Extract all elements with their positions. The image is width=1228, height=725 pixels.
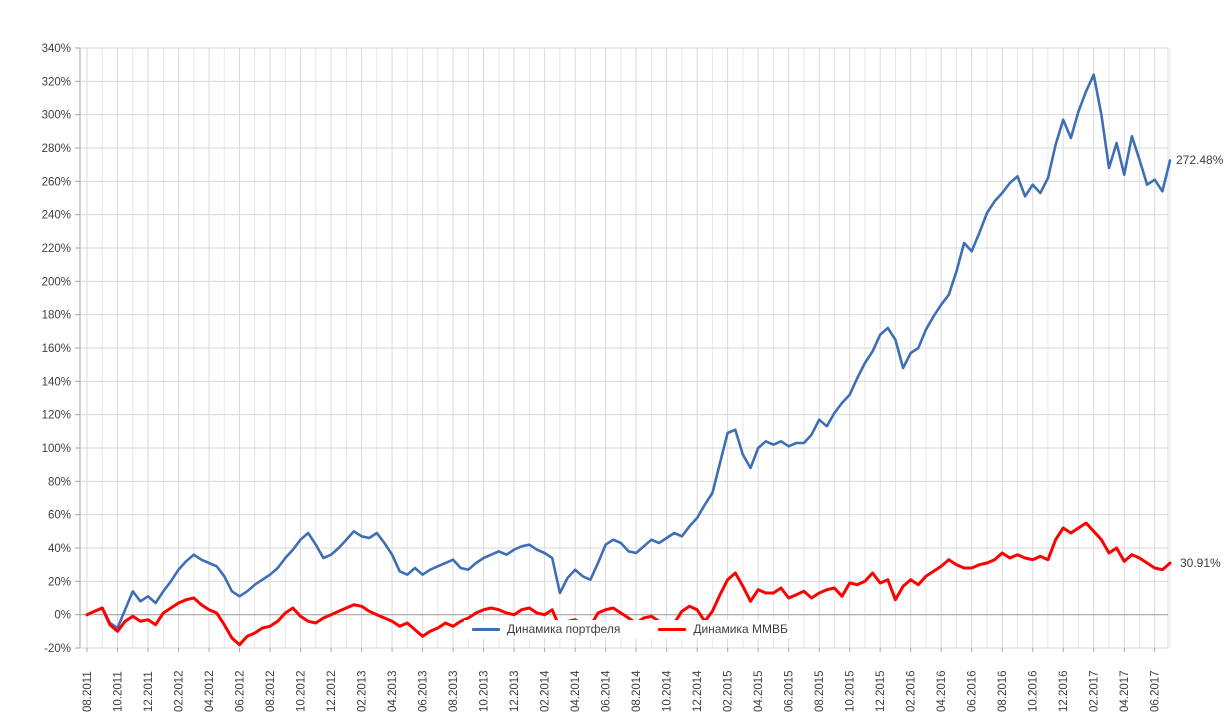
index-line-swatch [658,627,687,631]
x-tick-label: 04.2015 [753,670,765,712]
x-tick-label: 08.2012 [265,670,277,712]
y-tick-label: 320% [42,76,71,88]
x-tick-label: 06.2012 [235,670,247,712]
legend-item-index[interactable]: Динамика ММВБ [658,622,788,636]
legend-label-portfolio: Динамика портфеля [507,622,621,636]
x-tick-label: 02.2015 [723,670,735,712]
y-tick-label: 300% [42,110,71,122]
x-tick-label: 04.2012 [204,670,216,712]
y-tick-label: 280% [42,143,71,155]
y-tick-label: 140% [42,376,71,388]
portfolio-line-swatch [472,627,500,631]
x-tick-label: 02.2016 [906,670,918,712]
portfolio-end-value: 272.48% [1176,152,1224,167]
axes [75,47,1156,652]
index-series-line [85,521,1172,647]
y-tick-label: 100% [42,443,71,455]
y-tick-label: 120% [42,410,71,422]
x-tick-label: 04.2014 [570,670,582,712]
x-tick-label: 12.2011 [143,671,155,712]
x-tick-label: 10.2014 [662,670,674,712]
x-tick-label: 06.2017 [1150,670,1162,712]
y-tick-label: 60% [48,510,71,522]
legend-label-index: Динамика ММВБ [693,622,788,636]
x-tick-label: 10.2016 [1028,670,1040,712]
y-tick-label: 80% [48,476,71,488]
x-tick-label: 08.2013 [448,670,460,712]
x-tick-label: 08.2011 [82,671,94,712]
y-tick-label: 180% [42,310,71,322]
y-tick-label: 260% [42,176,71,188]
gridlines [80,47,1171,649]
x-tick-label: 12.2012 [326,670,338,712]
y-tick-label: 20% [48,576,71,588]
x-tick-label: 10.2013 [479,670,491,712]
axis-labels: 340% 320% 300% 280% 260% 240% 220% 200% 180% 160%… [42,43,1162,712]
x-tick-label: 02.2014 [540,670,552,712]
portfolio-series-line [85,73,1172,630]
y-tick-label: 200% [42,276,71,288]
x-tick-label: 06.2013 [418,670,430,712]
x-tick-label: 04.2013 [387,670,399,712]
y-tick-label: 40% [48,543,71,555]
x-tick-label: 10.2012 [296,670,308,712]
index-end-value: 30.91% [1180,556,1221,571]
x-tick-label: 10.2011 [113,671,125,712]
x-tick-label: 02.2012 [174,670,186,712]
series-lines [85,73,1172,647]
x-tick-label: 12.2016 [1058,670,1070,712]
y-tick-label: 220% [42,243,71,255]
x-tick-label: 12.2014 [692,670,704,712]
x-tick-label: 02.2013 [357,670,369,712]
legend-item-portfolio[interactable]: Динамика портфеля [472,622,620,636]
x-tick-label: 04.2017 [1119,670,1131,712]
x-tick-label: 08.2016 [997,670,1009,712]
y-tick-label: 160% [42,343,71,355]
y-tick-label: 240% [42,210,71,222]
x-tick-label: 12.2015 [875,670,887,712]
x-tick-label: 04.2016 [936,670,948,712]
x-tick-label: 12.2013 [509,670,521,712]
y-tick-label: -20% [44,643,71,655]
x-tick-label: 08.2015 [814,670,826,712]
chart-legend[interactable]: Динамика портфеля Динамика ММВБ [464,620,796,638]
x-tick-label: 10.2015 [845,670,857,712]
y-tick-label: 340% [42,43,71,55]
x-tick-label: 08.2014 [631,670,643,712]
x-tick-label: 02.2017 [1089,670,1101,712]
x-tick-label: 06.2014 [601,670,613,712]
x-tick-label: 06.2015 [784,670,796,712]
y-tick-label: 0% [54,610,71,622]
x-tick-label: 06.2016 [967,670,979,712]
